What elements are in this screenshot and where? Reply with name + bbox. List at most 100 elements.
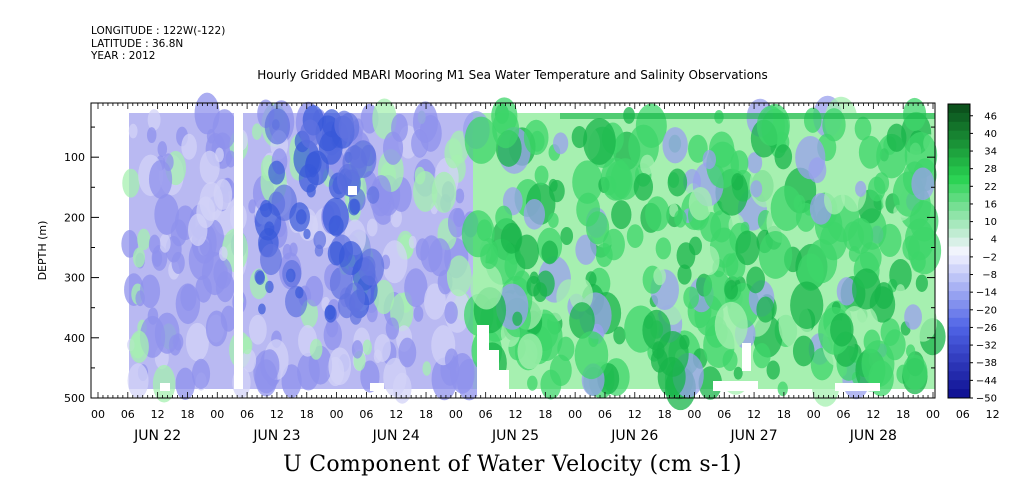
- colorbar-band: [948, 291, 970, 301]
- neg-blob: [122, 168, 140, 198]
- x-hour-label: 18: [300, 408, 314, 421]
- pos-blob: [495, 205, 513, 230]
- pos-blob: [547, 212, 559, 229]
- colorbar-band: [948, 371, 970, 381]
- pos-blob: [613, 326, 626, 345]
- x-hour-label: 06: [479, 408, 493, 421]
- x-hour-label: 12: [986, 408, 1000, 421]
- x-hour-label: 18: [180, 408, 194, 421]
- colorbar-band: [948, 210, 970, 221]
- pos-blob: [774, 144, 793, 170]
- pos-blob: [534, 165, 549, 186]
- neg-blob: [381, 240, 408, 284]
- pos-blob: [756, 296, 775, 323]
- pos-blob: [724, 280, 738, 300]
- pos-blob: [770, 185, 803, 232]
- neg-blob: [412, 170, 438, 212]
- pos-blob: [735, 230, 760, 266]
- neg-blob: [171, 251, 185, 274]
- colorbar-band: [948, 317, 970, 328]
- colorbar-band: [948, 148, 970, 158]
- pos-blob: [523, 198, 546, 230]
- neg-blob: [444, 138, 463, 169]
- neg-core-blob: [314, 244, 324, 257]
- neg-blob: [455, 188, 465, 204]
- x-hour-label: 12: [270, 408, 284, 421]
- x-day-label: JUN 24: [372, 428, 420, 444]
- data-gap: [477, 325, 489, 395]
- pos-blob: [674, 209, 687, 228]
- neg-blob: [127, 363, 149, 399]
- data-gap: [835, 383, 880, 391]
- neg-blob: [398, 337, 417, 368]
- neg-blob: [146, 127, 157, 144]
- neg-blob: [181, 133, 197, 160]
- latitude-label: LATITUDE : 36.8N: [91, 37, 184, 50]
- x-hour-label: 00: [210, 408, 224, 421]
- x-day-label: JUN 28: [849, 428, 897, 444]
- colorbar-band: [948, 389, 970, 399]
- neg-blob: [328, 347, 352, 386]
- data-gap: [370, 383, 384, 391]
- colorbar-band: [948, 255, 970, 265]
- pos-blob: [688, 187, 713, 221]
- neg-blob: [428, 238, 452, 277]
- neg-core-blob: [349, 140, 377, 179]
- pos-blob: [574, 331, 609, 380]
- pos-blob: [746, 266, 766, 294]
- surface-band: [560, 113, 935, 119]
- pos-blob: [858, 135, 882, 169]
- x-hour-label: 06: [240, 408, 254, 421]
- colorbar-band: [948, 193, 970, 203]
- colorbar-band: [948, 157, 970, 167]
- pos-blob: [655, 237, 672, 260]
- neg-core-blob: [338, 241, 363, 276]
- neg-core-blob: [260, 243, 282, 276]
- neg-core-blob: [268, 160, 286, 185]
- colorbar-band: [948, 175, 970, 185]
- pos-blob: [635, 103, 667, 148]
- pos-blob: [895, 284, 906, 298]
- pos-blob: [915, 274, 928, 292]
- pos-blob: [698, 366, 722, 400]
- colorbar-band: [948, 264, 970, 274]
- colorbar-label: −32: [976, 341, 997, 352]
- neg-blob: [385, 317, 400, 340]
- neg-blob: [404, 268, 428, 308]
- neg-core-blob: [334, 110, 354, 139]
- plot-frame: [90, 102, 936, 399]
- colorbar-label: 28: [984, 164, 997, 175]
- pos-blob: [512, 311, 523, 326]
- pos-blob: [575, 234, 597, 265]
- pos-blob: [476, 219, 493, 242]
- y-tick-label: 300: [64, 272, 85, 285]
- colorbar-label: 34: [984, 147, 997, 158]
- colorbar-band: [948, 273, 970, 283]
- neg-core-blob: [254, 202, 282, 241]
- neg-blob: [373, 279, 395, 315]
- neg-blob: [366, 303, 378, 323]
- x-hour-label: 12: [747, 408, 761, 421]
- neg-blob: [248, 314, 267, 345]
- data-gap: [499, 370, 509, 395]
- y-tick-label: 500: [64, 392, 85, 405]
- x-hour-label: 12: [509, 408, 523, 421]
- pos-blob: [633, 172, 654, 201]
- neg-core-blob: [300, 119, 321, 149]
- colorbar-band: [948, 353, 970, 363]
- data-gap: [713, 381, 758, 391]
- pos-blob: [548, 178, 558, 192]
- neg-blob: [431, 171, 457, 213]
- neg-blob: [213, 257, 233, 289]
- x-hour-label: 00: [926, 408, 940, 421]
- pos-blob: [863, 329, 881, 354]
- pos-blob: [683, 286, 699, 309]
- pos-blob: [758, 231, 793, 279]
- pos-blob: [677, 264, 692, 285]
- colorbar-label: 16: [984, 199, 997, 210]
- colorbar-border: [947, 103, 971, 399]
- neg-core-blob: [348, 198, 360, 216]
- neg-blob: [362, 339, 372, 355]
- neg-blob: [148, 234, 161, 254]
